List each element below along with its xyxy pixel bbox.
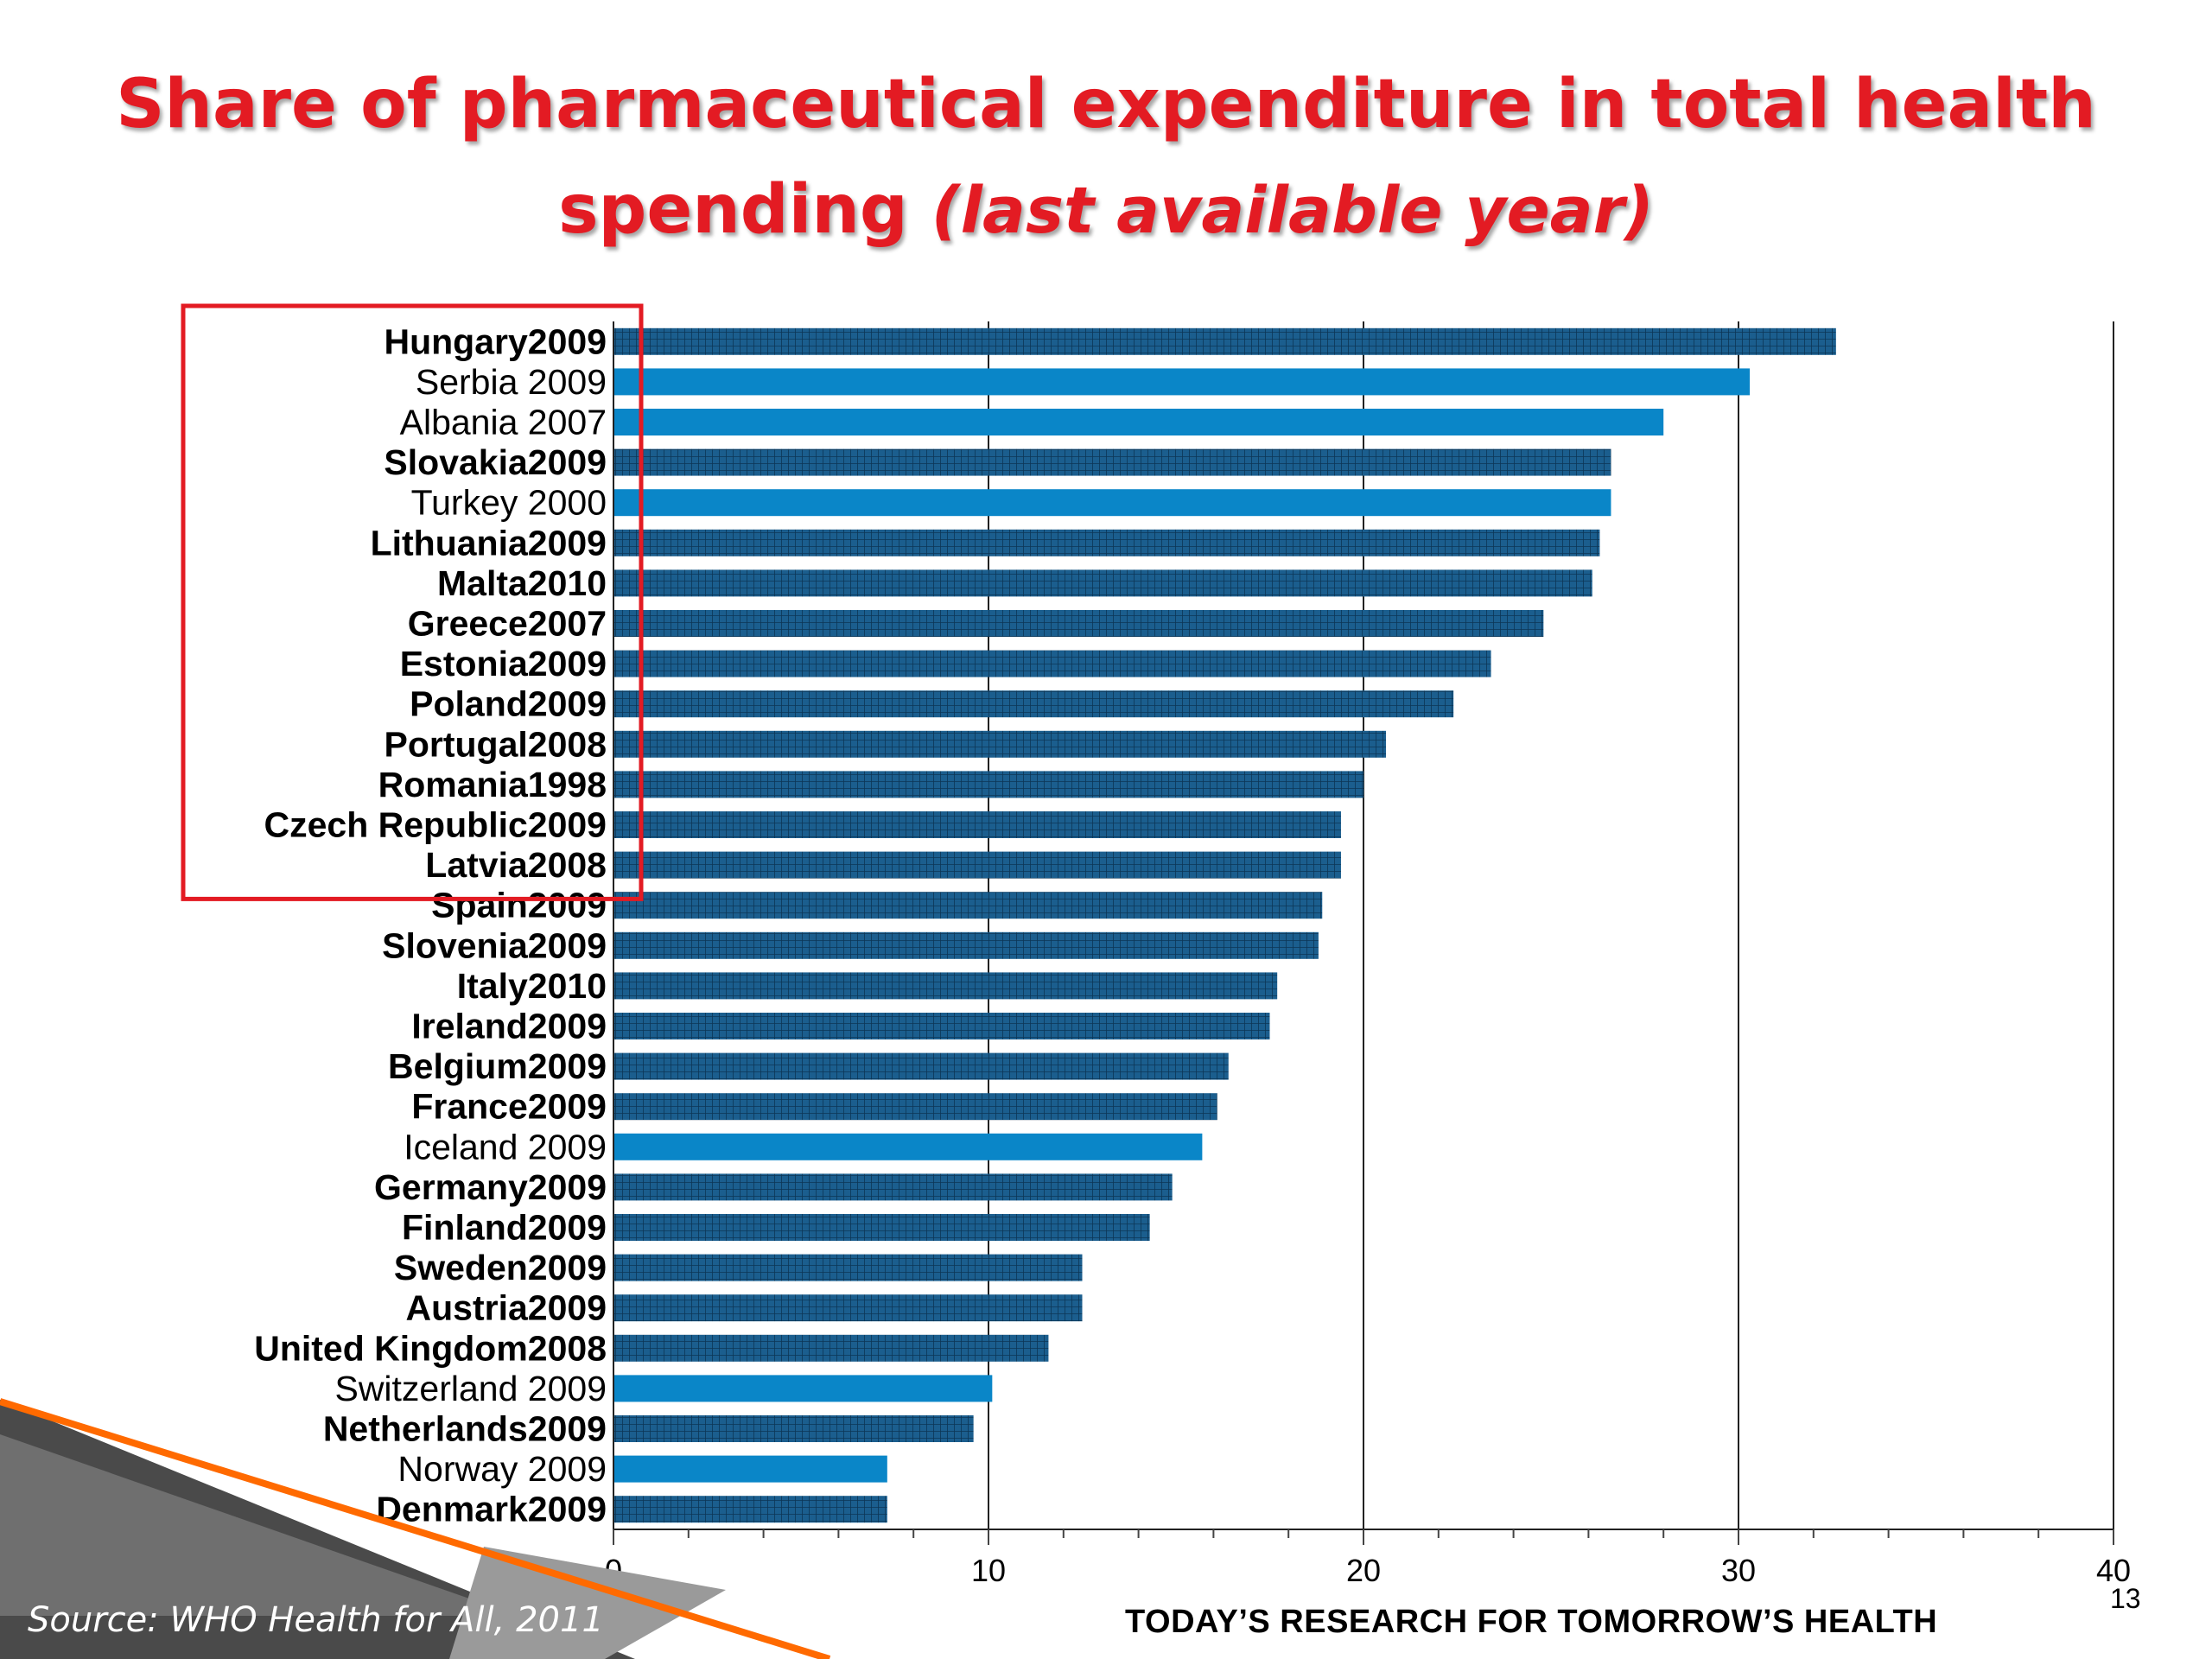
footer-orange-stripe [0,1398,831,1659]
category-label: Slovenia2009 [382,925,607,965]
bar [613,489,1611,517]
bar [613,1133,1203,1160]
category-label: Hungary2009 [384,321,607,361]
bar [613,730,1387,758]
bar [613,569,1592,597]
category-label: France2009 [411,1087,607,1127]
title-line-2: spending (last available year) [0,157,2212,264]
highlight-box [181,303,644,901]
category-label: Serbia 2009 [416,362,607,402]
bar [613,1455,887,1483]
x-tick-label: 40 [2096,1553,2131,1588]
bar [613,610,1544,637]
bar [613,1496,887,1523]
x-tick-label: 20 [1346,1553,1381,1588]
title-word-spending: spending [558,171,908,249]
tagline: TODAY’S RESEARCH FOR TOMORROW’S HEALTH [1125,1604,1938,1640]
category-label: Portugal2008 [385,724,607,764]
category-label: Greece2007 [408,604,607,644]
category-label: Romania1998 [378,765,607,804]
category-label: Slovakia2009 [384,442,607,482]
category-label: Latvia2008 [425,845,607,885]
category-label: Estonia2009 [400,644,607,683]
bar [613,1415,974,1442]
bar [613,811,1341,838]
bar [613,1375,993,1402]
bar [613,1334,1049,1362]
category-label: Spain2009 [431,886,607,925]
category-label: Albania 2007 [400,403,607,442]
bar [613,931,1319,959]
footer-grey-wedge [0,1434,518,1616]
category-label: Poland2009 [410,684,607,724]
bar [613,1052,1229,1080]
bar [613,529,1600,556]
source-note: Source: WHO Health for All, 2011 [28,1600,604,1640]
category-label: Belgium2009 [388,1046,607,1086]
category-label: Sweden2009 [394,1248,607,1287]
bars [613,327,1836,1523]
x-axis: 010203040 [605,321,2131,1588]
bar [613,1254,1083,1281]
category-label: Malta2010 [437,563,607,603]
bar [613,851,1341,879]
slide-title: Share of pharmaceutical expenditure in t… [0,52,2212,264]
footer-light-wedge [449,1547,726,1659]
x-tick-label: 30 [1721,1553,1756,1588]
category-label: Austria2009 [406,1288,607,1328]
category-label: Germany2009 [374,1167,607,1207]
bar [613,448,1611,476]
bar [613,1093,1217,1121]
bar [613,1013,1270,1039]
bar [613,1173,1173,1201]
bar [613,368,1751,396]
category-label: Turkey 2000 [411,483,607,523]
bar [613,892,1323,919]
bar [613,409,1664,435]
bar [613,1214,1150,1241]
bar [613,327,1836,355]
category-label: Switzerland 2009 [334,1369,607,1408]
category-label: Iceland 2009 [404,1127,607,1166]
category-label: Finland2009 [402,1208,607,1248]
category-label: Netherlands2009 [323,1409,607,1449]
bar [613,771,1363,798]
title-line-1: Share of pharmaceutical expenditure in t… [116,66,2096,143]
bar [613,1294,1083,1322]
bar [613,650,1491,677]
category-label: Norway 2009 [397,1449,607,1489]
category-label: Czech Republic2009 [264,805,607,845]
category-label: Ireland2009 [411,1007,607,1046]
bar [613,690,1454,718]
bar [613,972,1278,1000]
x-tick-label: 10 [971,1553,1006,1588]
category-label: United Kingdom2008 [254,1328,607,1368]
category-label: Lithuania2009 [371,523,607,563]
grid-lines [988,321,2114,1529]
category-label: Italy2010 [457,966,607,1006]
title-subtitle: (last available year) [931,174,1654,248]
category-label: Denmark2009 [376,1490,607,1529]
footer-decoration [0,1398,831,1659]
page-number: 13 [2110,1583,2141,1614]
